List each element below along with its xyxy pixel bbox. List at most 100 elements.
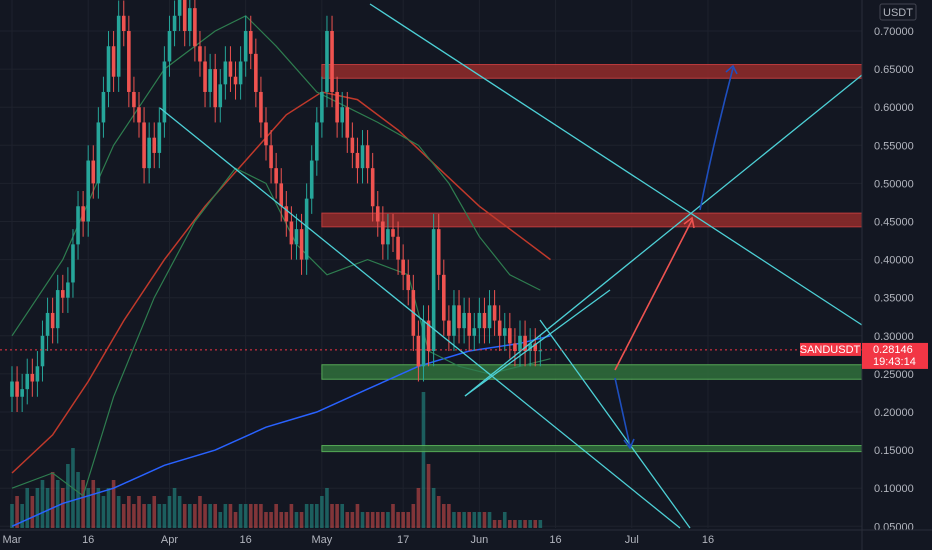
volume-bar xyxy=(116,496,121,528)
candle-body xyxy=(518,335,522,352)
volume-bar xyxy=(127,496,131,528)
candle-body xyxy=(386,229,390,245)
volume-bar xyxy=(538,520,543,528)
candle-body xyxy=(264,122,268,146)
volume-bar xyxy=(238,504,243,528)
candle-body xyxy=(61,290,65,298)
volume-bar xyxy=(203,504,207,528)
candle-body xyxy=(406,274,411,291)
time-tick-label: 16 xyxy=(240,534,252,546)
volume-bar xyxy=(431,488,436,528)
candle-body xyxy=(508,328,512,344)
volume-bar xyxy=(208,504,212,528)
candle-body xyxy=(335,91,339,123)
volume-bar xyxy=(396,512,400,528)
volume-bar xyxy=(66,464,70,528)
arrow-up-red xyxy=(614,219,693,371)
candle-body xyxy=(436,229,441,275)
candle-body xyxy=(492,305,497,321)
volume-bar xyxy=(447,504,451,528)
candle-body xyxy=(416,335,421,367)
candle-body xyxy=(284,206,289,222)
volume-bar xyxy=(152,496,157,528)
candle-body xyxy=(167,31,172,62)
candle-body xyxy=(447,320,451,336)
candle-body xyxy=(452,305,456,336)
volume-bar xyxy=(218,512,223,528)
ma-red-line xyxy=(11,91,551,474)
candle-body xyxy=(111,46,116,77)
candle-body xyxy=(213,69,217,108)
candle-body xyxy=(472,328,477,336)
candle-body xyxy=(401,259,405,275)
candle-body xyxy=(152,137,157,153)
candle-body xyxy=(20,389,24,397)
candle-body xyxy=(25,373,30,390)
candle-body xyxy=(198,46,202,62)
volume-bar xyxy=(111,480,116,528)
volume-bar xyxy=(477,512,482,528)
volume-bar xyxy=(457,512,461,528)
zone-support-upper xyxy=(321,364,863,380)
candle-body xyxy=(538,350,543,352)
candle-body xyxy=(381,221,385,245)
candle-body xyxy=(30,373,35,382)
volume-bar xyxy=(182,504,187,528)
arrow-down-blue xyxy=(614,377,631,447)
time-tick-label: Jun xyxy=(470,534,488,546)
volume-bar xyxy=(259,504,263,528)
volume-bar xyxy=(248,504,253,528)
candle-body xyxy=(157,122,162,153)
volume-bar xyxy=(223,504,228,528)
candle-body xyxy=(274,168,278,184)
candle-body xyxy=(172,15,177,31)
price-tick-label: 0.45000 xyxy=(874,217,914,229)
volume-bar xyxy=(299,512,304,528)
volume-bar xyxy=(518,520,522,528)
volume-bar xyxy=(233,512,238,528)
volume-bar xyxy=(360,512,365,528)
trendline-inner-descending xyxy=(539,319,691,529)
volume-bar xyxy=(391,504,395,528)
price-tick-label: 0.50000 xyxy=(874,178,914,190)
time-axis-bg xyxy=(0,530,932,550)
candle-body xyxy=(193,8,197,47)
volume-bar xyxy=(365,512,370,528)
volume-bar xyxy=(528,520,532,528)
candle-body xyxy=(142,122,146,169)
volume-bar xyxy=(355,504,360,528)
currency-badge[interactable]: USDT xyxy=(879,3,917,21)
volume-bar xyxy=(294,512,299,528)
price-tick-label: 0.70000 xyxy=(874,26,914,38)
volume-bar xyxy=(142,504,146,528)
candle-body xyxy=(365,145,370,169)
candle-body xyxy=(391,229,395,237)
volume-bar xyxy=(193,504,197,528)
bollinger-upper xyxy=(11,15,541,337)
volume-bar xyxy=(30,496,35,528)
time-tick-label: 16 xyxy=(702,534,714,546)
volume-bar xyxy=(81,480,85,528)
volume-bar xyxy=(61,488,65,528)
trendline-inner-ascending xyxy=(464,289,611,397)
volume-bar xyxy=(370,512,375,528)
candle-body xyxy=(370,168,375,207)
volume-bar xyxy=(177,496,182,528)
volume-bar xyxy=(472,512,477,528)
price-tick-label: 0.35000 xyxy=(874,293,914,305)
price-axis[interactable]: 0.70000 0.65000 0.60000 0.55000 0.50000 0.450… xyxy=(862,0,932,550)
candle-body xyxy=(137,107,141,123)
last-price-tag: SANDUSDT 0.28146 19:43:14 xyxy=(800,342,928,369)
volume-bar xyxy=(497,520,502,528)
candle-body xyxy=(340,107,344,123)
volume-bar xyxy=(269,512,273,528)
candle-body xyxy=(269,145,273,169)
trendline-upper-descending xyxy=(369,3,863,326)
candle-body xyxy=(238,61,243,85)
candle-body xyxy=(279,183,284,207)
countdown-label: 19:43:14 xyxy=(873,356,916,368)
volume-bar xyxy=(198,496,202,528)
volume-bar xyxy=(482,512,487,528)
